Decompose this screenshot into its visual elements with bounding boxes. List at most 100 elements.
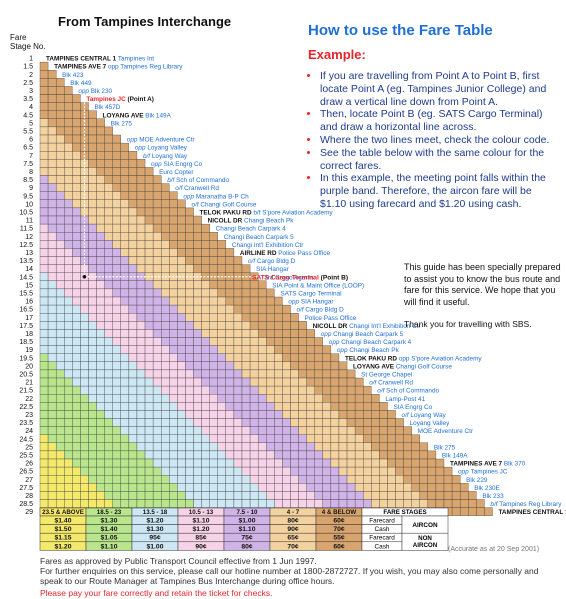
fare-cell (72, 442, 81, 452)
fare-cell (64, 86, 73, 95)
fare-cell (468, 491, 477, 500)
fare-cell (120, 475, 130, 484)
fare-cell (136, 369, 146, 379)
fare-cell (128, 288, 138, 298)
fare-cell (144, 434, 154, 443)
fare-cell (80, 426, 89, 435)
fare-cell (72, 288, 81, 298)
fare-cell (257, 466, 267, 476)
fare-cell (201, 491, 210, 500)
fare-cell (80, 369, 89, 379)
fare-cell (88, 232, 97, 241)
fare-cell (185, 402, 194, 411)
fare-cell (193, 418, 202, 427)
fare-cell (64, 361, 73, 371)
fare-cell (96, 191, 105, 200)
fare-cell (47, 232, 57, 241)
fare-cell (249, 394, 259, 403)
fare-cell (152, 491, 162, 500)
fare-cell (104, 418, 113, 427)
fare-value: $1.30 (100, 518, 117, 525)
stop-label: Loyang Valley (410, 420, 450, 427)
fare-cell (363, 434, 372, 443)
fare-cell (88, 167, 97, 176)
fare-cell (241, 264, 251, 273)
fare-cell (80, 402, 89, 411)
fare-cell (128, 466, 138, 476)
fare-cell (217, 280, 227, 290)
fare-cell (144, 345, 154, 354)
fare-cell (290, 426, 299, 435)
fare-cell (104, 175, 113, 184)
fare-cell (330, 418, 340, 427)
fare-cell (136, 475, 146, 484)
stage-number: 8.5 (23, 177, 33, 184)
stage-number: 7.5 (23, 161, 33, 168)
fare-cell (104, 240, 113, 249)
fare-cell (257, 475, 267, 484)
fare-cell (201, 361, 210, 371)
fare-cell (201, 475, 210, 484)
fare-cell (233, 280, 243, 290)
fare-cell (233, 402, 243, 411)
fare-cell (290, 361, 299, 371)
fare-cell (354, 434, 364, 443)
fare-cell (120, 434, 130, 443)
stop-label: NICOLL DR Changi Int'l Exhibition Ctr (313, 323, 422, 330)
fare-cell (209, 434, 218, 443)
fare-range-label: 23.5 & ABOVE (42, 509, 84, 516)
fare-cell (72, 126, 81, 136)
fare-cell (403, 499, 412, 508)
fare-cell (120, 280, 130, 290)
fare-cell (47, 126, 57, 136)
fare-cell (39, 167, 49, 176)
fare-cell (201, 385, 210, 395)
fare-cell (363, 483, 372, 492)
fare-cell (144, 240, 154, 249)
fare-cell (225, 256, 235, 265)
fare-cell (233, 442, 243, 452)
fare-cell (47, 199, 57, 209)
fare-cell (39, 159, 49, 168)
fare-cell (112, 304, 121, 314)
fare-cell (217, 256, 227, 265)
fare-cell (47, 450, 57, 460)
stage-number: 15.5 (19, 291, 33, 298)
fare-cell (39, 86, 49, 95)
fare-cell (249, 491, 259, 500)
fare-cell (322, 483, 332, 492)
fare-cell (96, 394, 105, 403)
stage-number: 25 (25, 444, 33, 451)
fare-cell (96, 159, 105, 168)
fare-cell (330, 434, 340, 443)
fare-cell (193, 426, 202, 435)
fare-cell (177, 402, 186, 411)
fare-cell (282, 313, 291, 322)
fare-cell (72, 361, 81, 371)
fare-cell (104, 288, 113, 298)
fare-cell (387, 442, 396, 452)
fare-cell (298, 321, 307, 330)
fare-cell (282, 369, 291, 379)
fare-cell (249, 337, 259, 346)
fare-cell (363, 475, 372, 484)
fare-cell (274, 345, 283, 354)
fare-cell (64, 94, 73, 103)
fare-cell (72, 483, 81, 492)
fare-cell (209, 394, 218, 403)
fare-cell (161, 402, 170, 411)
fare-cell (274, 353, 283, 362)
fare-cell (39, 345, 49, 354)
fare-cell (225, 394, 235, 403)
fare-cell (96, 313, 105, 322)
fare-cell (241, 337, 251, 346)
fare-cell (193, 369, 202, 379)
fare-cell (88, 329, 97, 338)
fare-cell (64, 337, 73, 346)
fare-cell (193, 499, 202, 508)
fare-cell (379, 450, 388, 460)
fare-cell (152, 321, 162, 330)
fare-cell (282, 442, 291, 452)
fare-cell (201, 394, 210, 403)
fare-cell (128, 240, 138, 249)
